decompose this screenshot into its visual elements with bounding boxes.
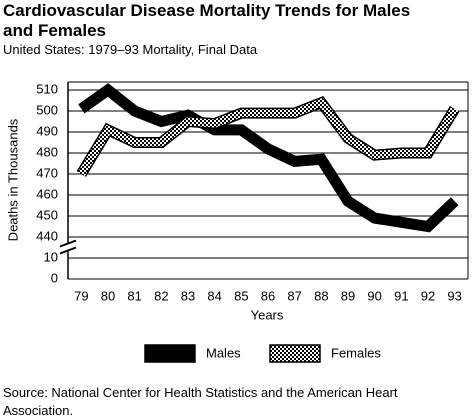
source-note: Source: National Center for Health Stati… <box>3 385 398 418</box>
y-tick-label: 0 <box>51 270 58 285</box>
y-tick-label: 500 <box>36 102 58 117</box>
y-axis-label: Deaths in Thousands <box>5 118 20 241</box>
x-tick-label: 91 <box>394 288 408 303</box>
x-tick-label: 82 <box>154 288 168 303</box>
x-tick-label: 85 <box>234 288 248 303</box>
y-tick-label: 440 <box>36 228 58 243</box>
x-tick-label: 79 <box>74 288 88 303</box>
x-tick-label: 88 <box>314 288 328 303</box>
y-tick-label: 480 <box>36 144 58 159</box>
x-tick-label: 86 <box>261 288 275 303</box>
axis-break <box>59 239 77 248</box>
y-tick-label: 490 <box>36 123 58 138</box>
y-tick-label: 10 <box>44 249 58 264</box>
axis-break <box>59 246 77 255</box>
series-line <box>77 97 459 177</box>
legend-swatch <box>269 344 321 363</box>
x-tick-label: 92 <box>421 288 435 303</box>
chart-subtitle: United States: 1979–93 Mortality, Final … <box>3 42 258 57</box>
x-tick-label: 90 <box>367 288 381 303</box>
x-tick-label: 83 <box>181 288 195 303</box>
y-tick-label: 450 <box>36 207 58 222</box>
y-tick-label: 510 <box>36 81 58 96</box>
series-line <box>78 83 459 233</box>
legend-label: Males <box>206 345 241 360</box>
y-tick-label: 470 <box>36 165 58 180</box>
x-tick-label: 81 <box>127 288 141 303</box>
axis-break <box>60 243 76 252</box>
x-tick-label: 84 <box>207 288 221 303</box>
x-tick-label: 80 <box>101 288 115 303</box>
x-axis-label: Years <box>251 307 284 322</box>
y-tick-label: 460 <box>36 186 58 201</box>
x-tick-label: 89 <box>341 288 355 303</box>
x-tick-label: 87 <box>287 288 301 303</box>
legend-swatch <box>144 344 196 363</box>
x-tick-label: 93 <box>447 288 461 303</box>
legend-label: Females <box>331 345 381 360</box>
chart-title: Cardiovascular Disease Mortality Trends … <box>3 1 411 40</box>
chart: Deaths in Thousands Years 0 10 440 450 460 47… <box>5 81 469 363</box>
